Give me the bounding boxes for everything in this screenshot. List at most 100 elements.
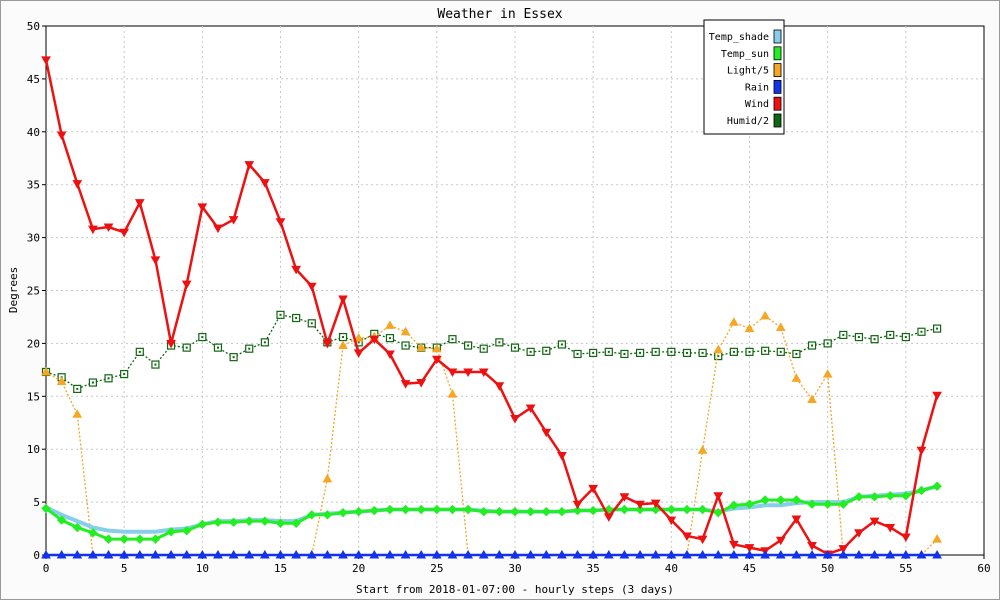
wind-point (494, 382, 505, 391)
rain-point (400, 549, 411, 559)
wind-point (385, 350, 395, 359)
light-5-point (72, 409, 83, 418)
axis-ticks: 0 5 10 15 20 25 30 35 40 45 50 55 60 0 5 10 15 20 25 30 35 40… (27, 20, 991, 575)
temp-sun-point (916, 485, 927, 496)
rain-point (932, 549, 942, 559)
wind-point (682, 532, 692, 541)
light-5-point (807, 394, 817, 403)
wind-point (56, 131, 67, 140)
wind-point (228, 216, 239, 225)
rain-point (119, 549, 130, 559)
humid-2-marker-dot (889, 333, 892, 336)
rain-point (41, 549, 51, 559)
x-tick-label: 60 (977, 562, 990, 575)
y-tick-label: 20 (27, 337, 40, 350)
legend-label-wind: Wind (745, 99, 769, 110)
humid-2-marker-dot (560, 343, 563, 346)
temp-sun-point (588, 505, 598, 516)
temp-sun-point (41, 503, 51, 514)
rain-point (603, 549, 614, 559)
y-axis-label: Degrees (7, 267, 20, 313)
x-tick-label: 0 (43, 562, 50, 575)
legend-swatch-temp-sun (773, 46, 782, 61)
rain-point (260, 549, 270, 559)
humid-2-marker-dot (451, 338, 454, 341)
rain-point (181, 549, 192, 559)
x-tick-label: 20 (352, 562, 365, 575)
rain-point (916, 549, 927, 559)
humid-2-marker-dot (138, 350, 141, 353)
humid-2-marker-dot (732, 350, 735, 353)
temp-sun-point (166, 527, 176, 537)
wind-point (869, 517, 880, 527)
x-tick-label: 45 (743, 562, 756, 575)
wind-point (134, 199, 145, 208)
rain-point (713, 549, 724, 559)
temp-sun-point (854, 492, 864, 502)
temp-sun-point (244, 516, 254, 526)
y-tick-label: 45 (27, 73, 40, 86)
temp-sun-point (650, 504, 661, 515)
wind-point (791, 515, 802, 525)
temp-sun-point (275, 518, 286, 528)
wind-point (603, 513, 614, 522)
humid-2-marker-dot (248, 347, 251, 350)
humid-2-marker-dot (826, 342, 829, 345)
wind-point (478, 368, 489, 377)
wind-point (275, 218, 286, 227)
temp-sun-point (463, 504, 473, 515)
y-tick-label: 25 (27, 285, 40, 298)
y-tick-label: 15 (27, 390, 40, 403)
legend-swatch-temp-shade (773, 29, 782, 44)
humid-2-marker-dot (545, 349, 548, 352)
rain-point (650, 549, 661, 559)
humid-2-marker-dot (576, 352, 579, 355)
humid-2-marker-dot (467, 344, 470, 347)
wind-point (181, 280, 192, 290)
temp-sun-point (838, 499, 849, 509)
temp-sun-point (635, 504, 645, 515)
rain-point (134, 549, 145, 559)
light-5-point (822, 369, 833, 378)
wind-point (525, 404, 536, 413)
x-tick-label: 5 (121, 562, 128, 575)
light-5-point (431, 343, 442, 353)
y-tick-label: 0 (33, 549, 40, 562)
wind-point (666, 516, 677, 526)
rain-point (431, 549, 442, 559)
humid-2-marker-dot (388, 337, 391, 340)
wind-point (932, 391, 942, 401)
wind-point (557, 452, 567, 461)
temp-sun-point (197, 519, 208, 530)
humid-2-marker-dot (232, 356, 235, 359)
rain-point (838, 549, 849, 559)
humid-2-marker-dot (857, 336, 860, 339)
chart-title: Weather in Essex (437, 7, 562, 22)
series-line-temp-sun (45, 484, 938, 541)
light-5-point (322, 473, 333, 483)
light-5-point (385, 320, 395, 329)
rain-point (244, 549, 255, 559)
temp-sun-point (807, 499, 817, 509)
rain-point (306, 549, 317, 559)
temp-sun-point (869, 492, 880, 502)
humid-2-marker-dot (623, 352, 626, 355)
humid-2-marker-dot (607, 350, 610, 353)
temp-sun-point (791, 495, 802, 505)
wind-point (619, 493, 630, 502)
y-tick-label: 35 (27, 179, 40, 192)
rain-point (275, 549, 286, 559)
rain-point (510, 549, 520, 559)
rain-point (791, 549, 802, 559)
humid-2-marker-dot (701, 351, 704, 354)
rain-point (682, 549, 692, 559)
wind-point (88, 225, 98, 235)
rain-point (103, 549, 114, 559)
rain-point (541, 549, 552, 559)
wind-point (306, 282, 317, 292)
legend-label-light-5: Light/5 (727, 66, 769, 77)
wind-point (729, 540, 739, 550)
wind-point (353, 349, 364, 358)
wind-point (447, 368, 458, 377)
temp-sun-point (447, 504, 458, 515)
